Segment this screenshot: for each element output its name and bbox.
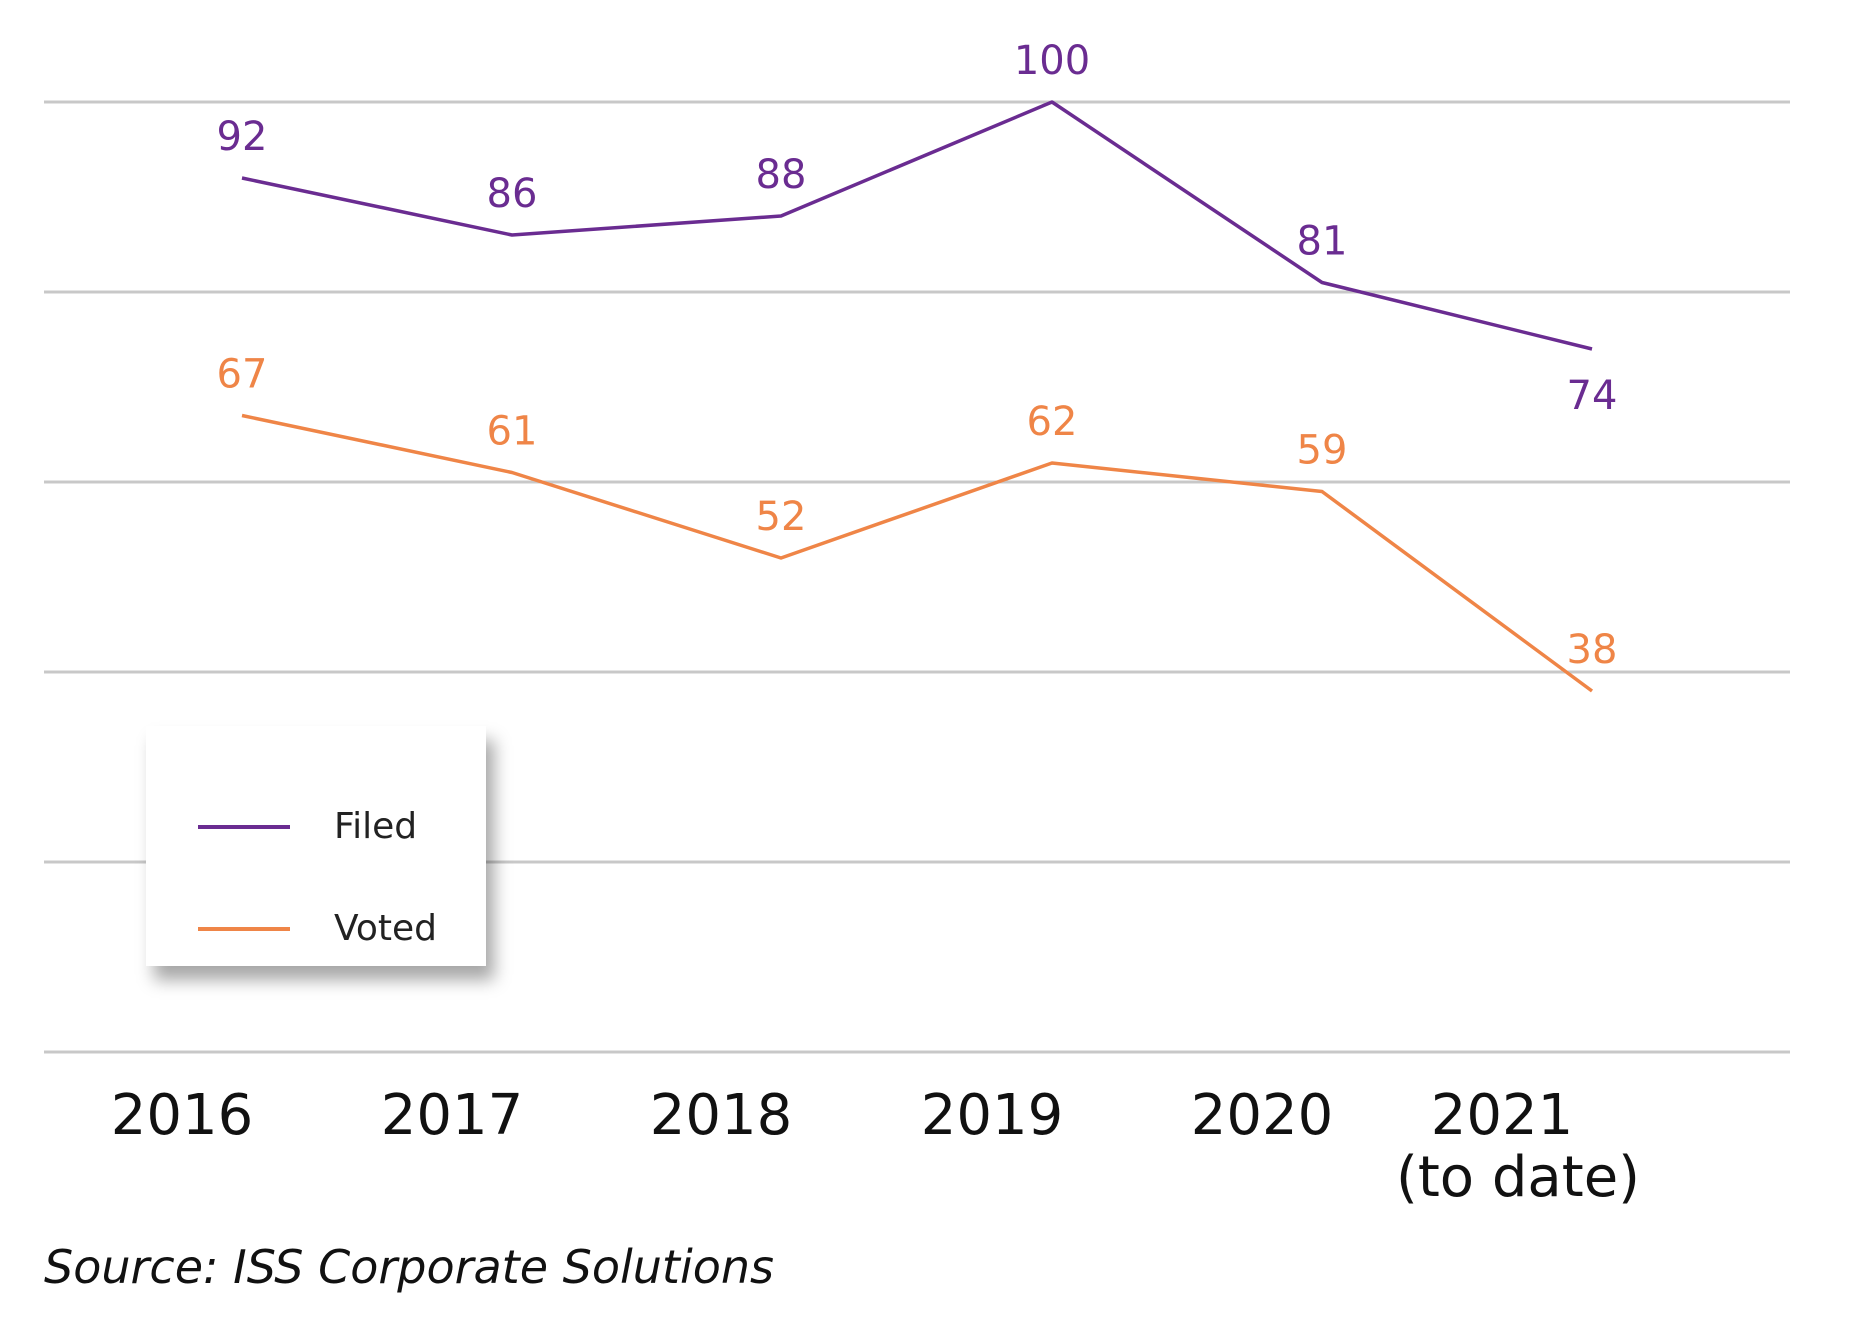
data-label-filed: 92 <box>217 114 268 160</box>
series-line-voted <box>241 413 1594 693</box>
legend: Filed Voted <box>146 726 486 966</box>
data-label-filed: 86 <box>487 171 538 217</box>
data-label-voted: 62 <box>1027 399 1078 445</box>
data-label-filed: 100 <box>1014 38 1090 84</box>
x-tick-label: (to date) <box>1396 1145 1640 1210</box>
x-tick-label: 2021 <box>1431 1083 1574 1148</box>
data-label-filed: 88 <box>756 152 807 198</box>
legend-item-filed: Filed <box>198 806 417 847</box>
source-note: Source: ISS Corporate Solutions <box>44 1240 775 1294</box>
data-label-filed: 74 <box>1567 373 1618 419</box>
x-tick-label: 2016 <box>111 1083 254 1148</box>
x-tick-label: 2018 <box>650 1083 793 1148</box>
data-label-voted: 59 <box>1297 428 1348 474</box>
x-tick-label: 2020 <box>1191 1083 1334 1148</box>
legend-swatch-voted <box>198 926 290 931</box>
x-axis-tick-labels: 2016 2017 2018 2019 2020 2021(to date) <box>111 1083 1640 1210</box>
legend-label-filed: Filed <box>334 806 418 847</box>
data-labels: 92 86 88 100 81 74 67 61 52 62 59 38 <box>217 38 1618 673</box>
series-line-filed <box>241 100 1593 351</box>
data-label-voted: 38 <box>1567 627 1618 673</box>
data-label-voted: 61 <box>487 409 538 455</box>
legend-label-voted: Voted <box>334 908 437 949</box>
data-label-voted: 52 <box>756 494 807 540</box>
data-label-filed: 81 <box>1297 219 1348 265</box>
x-tick-label: 2017 <box>381 1083 524 1148</box>
series-lines <box>241 100 1594 693</box>
data-label-voted: 67 <box>217 352 268 398</box>
x-tick-label: 2019 <box>921 1083 1064 1148</box>
legend-swatch-filed <box>198 824 290 829</box>
legend-item-voted: Voted <box>198 908 437 949</box>
